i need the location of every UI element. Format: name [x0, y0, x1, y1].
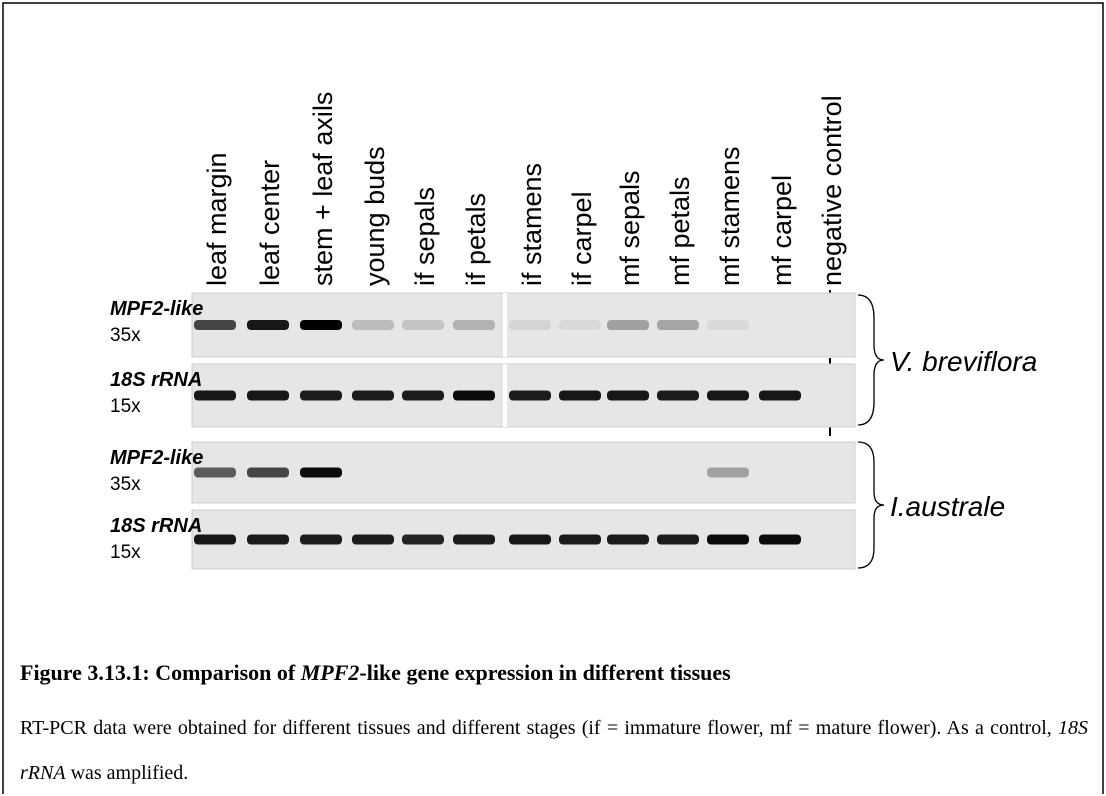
lane-label: leaf margin: [202, 152, 232, 286]
gene-label: 18S rRNA: [110, 369, 202, 391]
caption-text: RT-PCR data were obtained for different …: [20, 706, 1088, 796]
band: [607, 391, 649, 401]
band: [402, 535, 444, 545]
band: [194, 391, 236, 401]
lane-label: if sepals: [410, 187, 440, 286]
gel-gap: [503, 364, 507, 427]
band: [707, 391, 749, 401]
band: [453, 391, 495, 401]
lane-label: leaf center: [255, 160, 285, 286]
cycle-label: 15x: [110, 396, 141, 417]
band: [559, 320, 601, 330]
band: [247, 391, 289, 401]
band: [247, 320, 289, 330]
band: [194, 468, 236, 478]
band: [707, 320, 749, 330]
band: [657, 391, 699, 401]
lane-label: mf carpel: [767, 175, 797, 286]
band: [194, 320, 236, 330]
band: [607, 535, 649, 545]
species-label: V. breviflora: [890, 346, 1037, 377]
lane-label: stem + leaf axils: [308, 92, 338, 286]
caption-title-part: MPF2: [301, 660, 360, 685]
band: [657, 535, 699, 545]
band: [759, 535, 801, 545]
band: [300, 320, 342, 330]
caption-title: Figure 3.13.1: Comparison of MPF2-like g…: [20, 660, 1088, 686]
band: [247, 468, 289, 478]
band: [402, 320, 444, 330]
caption-title-part: -like gene expression in different tissu…: [359, 660, 730, 685]
lane-label: mf stamens: [715, 146, 745, 286]
cycle-label: 35x: [110, 325, 141, 346]
caption-label: Figure 3.13.1:: [20, 660, 150, 685]
caption-text-part: RT-PCR data were obtained for different …: [20, 717, 1052, 739]
lane-label: young buds: [360, 146, 390, 286]
band: [453, 320, 495, 330]
band: [300, 391, 342, 401]
gene-label: MPF2-like: [110, 447, 203, 469]
band: [509, 535, 551, 545]
band: [247, 535, 289, 545]
caption-text-part: was amplified.: [71, 762, 189, 784]
brace: [858, 442, 884, 568]
page: leaf margin leaf center stem + leaf axils y…: [0, 0, 1106, 794]
band: [352, 320, 394, 330]
gene-label: MPF2-like: [110, 298, 203, 320]
band: [707, 468, 749, 478]
band: [657, 320, 699, 330]
cycle-label: 35x: [110, 474, 141, 495]
band: [352, 535, 394, 545]
lane-label: mf sepals: [615, 170, 645, 286]
lane-label: if petals: [461, 193, 491, 286]
band: [509, 391, 551, 401]
caption-title-part: Comparison of: [155, 660, 295, 685]
gel-gap: [503, 293, 507, 357]
lane-label: mf petals: [665, 176, 695, 286]
band: [759, 391, 801, 401]
lane-label: if stamens: [517, 163, 547, 286]
band: [509, 320, 551, 330]
band: [707, 535, 749, 545]
band: [352, 391, 394, 401]
gel: [192, 442, 855, 503]
species-label: I.australe: [890, 491, 1005, 522]
cycle-label: 15x: [110, 542, 141, 563]
band: [300, 535, 342, 545]
gene-label: 18S rRNA: [110, 515, 202, 537]
band: [607, 320, 649, 330]
brace: [858, 295, 884, 425]
lane-label: if carpel: [567, 191, 597, 286]
band: [300, 468, 342, 478]
lane-label: negative control: [817, 95, 847, 286]
band: [453, 535, 495, 545]
band: [559, 391, 601, 401]
band: [402, 391, 444, 401]
band: [559, 535, 601, 545]
